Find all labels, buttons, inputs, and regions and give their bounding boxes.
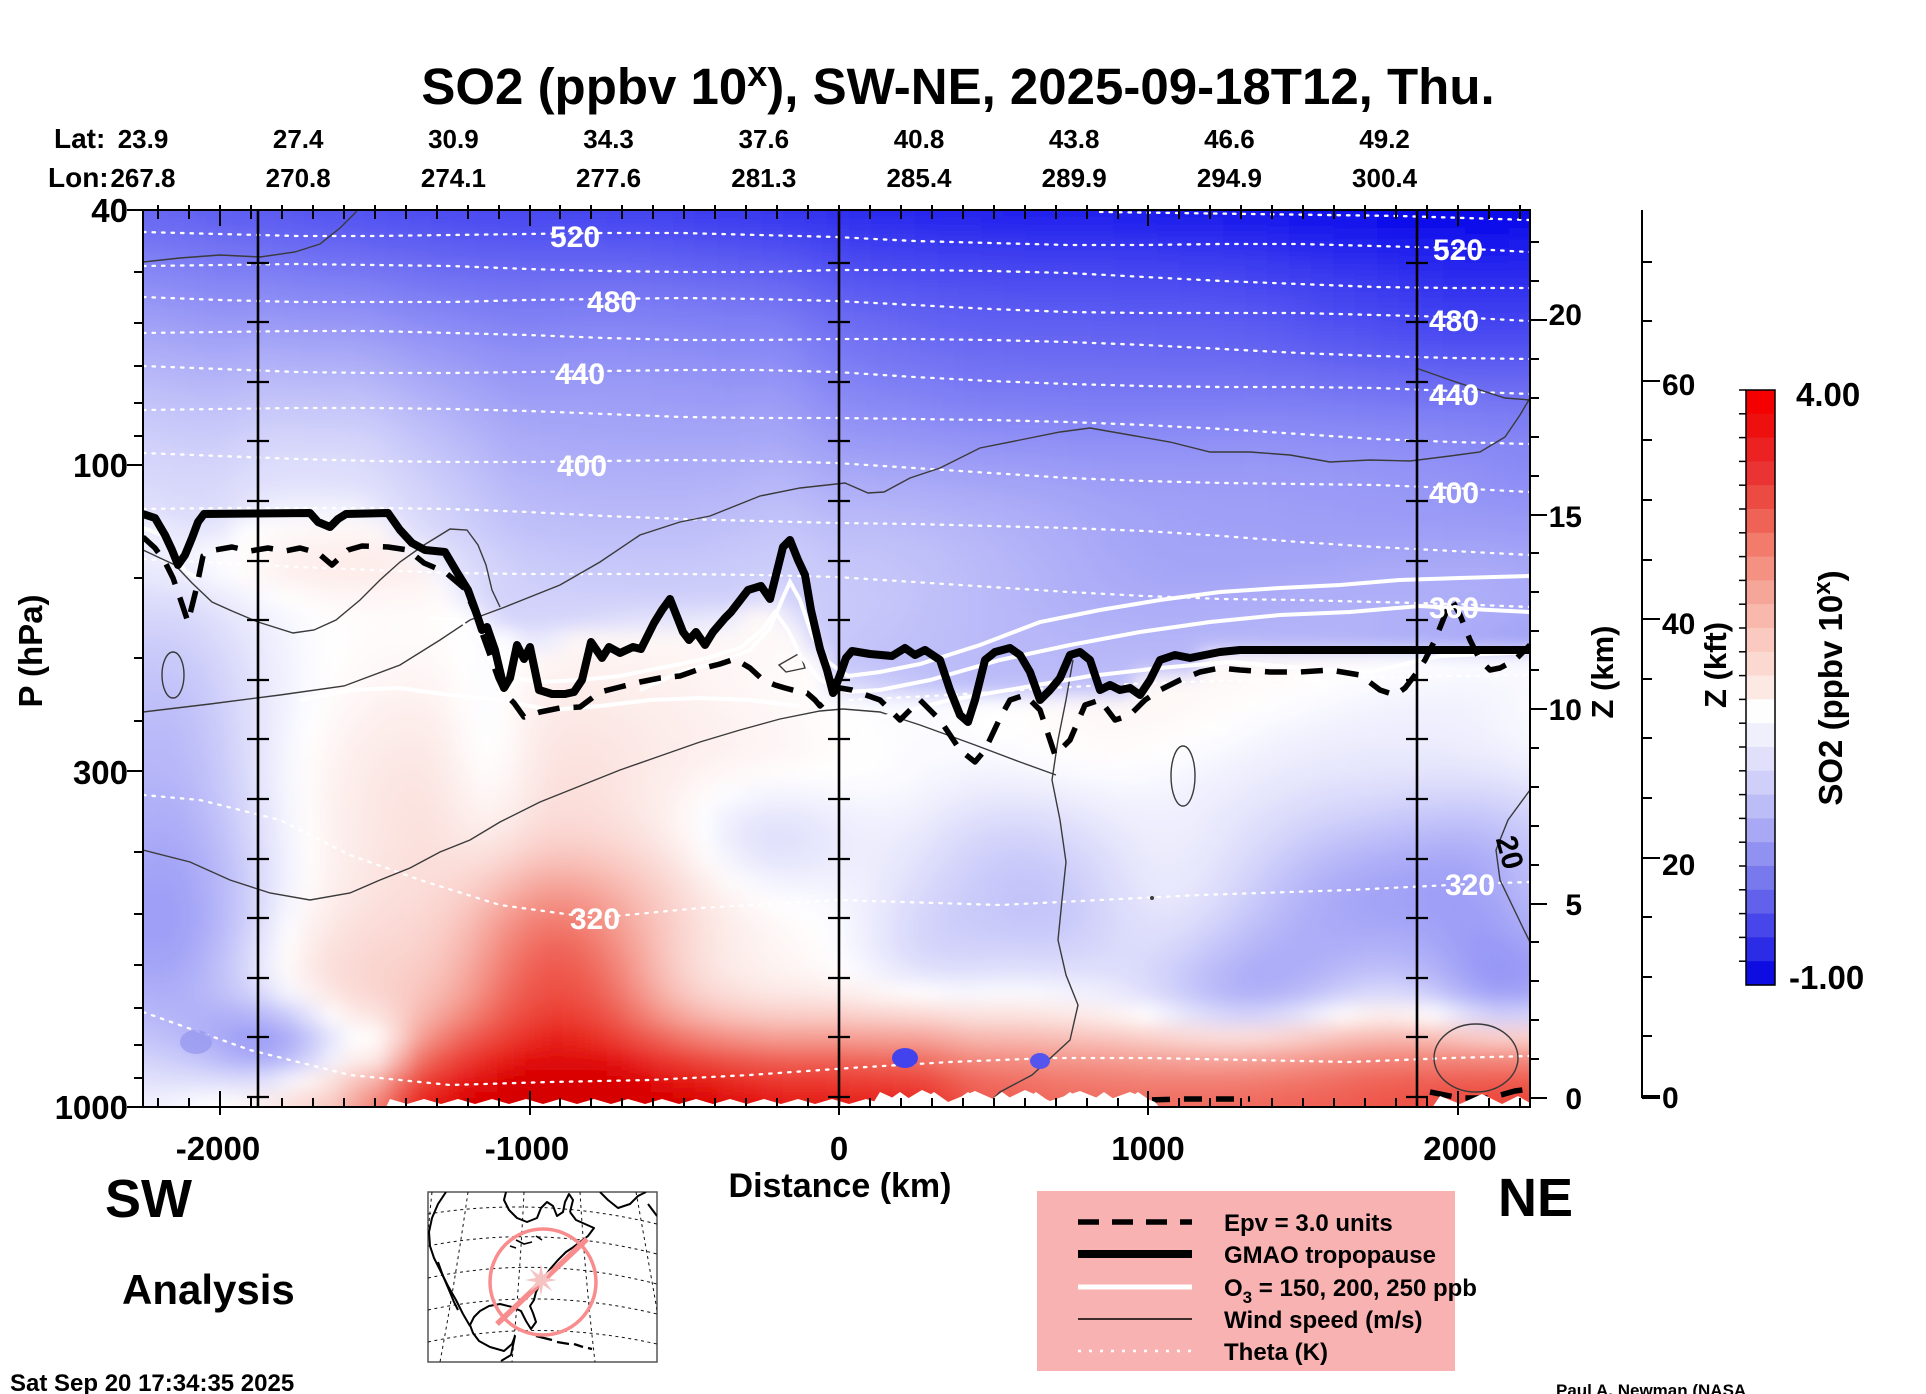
svg-text:O3 = 150, 200, 250 ppb: O3 = 150, 200, 250 ppb	[1224, 1275, 1477, 1307]
svg-text:277.6: 277.6	[576, 163, 641, 193]
svg-text:0: 0	[1565, 1083, 1582, 1116]
svg-text:Z (kft): Z (kft)	[1698, 622, 1733, 708]
svg-text:20: 20	[1662, 849, 1695, 882]
svg-text:300.4: 300.4	[1352, 163, 1418, 193]
svg-text:400: 400	[557, 450, 607, 483]
svg-text:40: 40	[1662, 608, 1695, 641]
svg-text:40: 40	[91, 192, 128, 229]
svg-text:360: 360	[1429, 592, 1479, 625]
svg-text:267.8: 267.8	[110, 163, 175, 193]
svg-text:285.4: 285.4	[886, 163, 952, 193]
svg-text:SW: SW	[105, 1169, 192, 1229]
svg-text:30.9: 30.9	[428, 124, 479, 154]
svg-text:281.3: 281.3	[731, 163, 796, 193]
svg-text:270.8: 270.8	[266, 163, 331, 193]
svg-text:SO2 (ppbv 10x): SO2 (ppbv 10x)	[1809, 570, 1849, 805]
svg-text:10: 10	[1549, 694, 1582, 727]
svg-text:2000: 2000	[1423, 1130, 1496, 1167]
svg-text:520: 520	[550, 221, 600, 254]
svg-text:Theta (K): Theta (K)	[1224, 1339, 1328, 1366]
svg-text:294.9: 294.9	[1197, 163, 1262, 193]
svg-text:GMAO tropopause: GMAO tropopause	[1224, 1242, 1436, 1269]
svg-text:Lat:: Lat:	[54, 123, 105, 154]
svg-text:Lon:: Lon:	[48, 162, 109, 193]
svg-text:Z (km): Z (km)	[1585, 626, 1620, 719]
svg-text:37.6: 37.6	[738, 124, 789, 154]
svg-text:400: 400	[1429, 477, 1479, 510]
svg-text:Analysis: Analysis	[122, 1266, 295, 1313]
svg-text:300: 300	[73, 754, 128, 791]
svg-text:46.6: 46.6	[1204, 124, 1255, 154]
svg-text:0: 0	[1662, 1082, 1679, 1115]
svg-text:-1.00: -1.00	[1789, 959, 1864, 996]
svg-text:4.00: 4.00	[1796, 376, 1860, 413]
svg-text:1000: 1000	[1111, 1130, 1184, 1167]
svg-text:520: 520	[1433, 234, 1483, 267]
svg-text:Distance (km): Distance (km)	[729, 1167, 952, 1205]
svg-text:60: 60	[1662, 369, 1695, 402]
svg-text:289.9: 289.9	[1042, 163, 1107, 193]
svg-text:5: 5	[1565, 889, 1582, 922]
svg-text:40.8: 40.8	[894, 124, 945, 154]
svg-text:-2000: -2000	[176, 1130, 260, 1167]
svg-text:23.9: 23.9	[118, 124, 169, 154]
svg-text:Sat Sep 20 17:34:35 2025: Sat Sep 20 17:34:35 2025	[10, 1370, 294, 1394]
svg-text:34.3: 34.3	[583, 124, 634, 154]
svg-text:27.4: 27.4	[273, 124, 324, 154]
svg-text:20: 20	[1549, 299, 1582, 332]
svg-text:1000: 1000	[55, 1089, 128, 1126]
svg-text:0: 0	[830, 1130, 848, 1167]
svg-text:15: 15	[1549, 501, 1582, 534]
svg-text:480: 480	[587, 286, 637, 319]
svg-text:Paul A. Newman (NASA: Paul A. Newman (NASA	[1556, 1381, 1746, 1394]
svg-text:320: 320	[1445, 869, 1495, 902]
svg-text:Epv = 3.0 units: Epv = 3.0 units	[1224, 1210, 1393, 1237]
svg-text:SO2 (ppbv 10x), SW-NE, 2025-09: SO2 (ppbv 10x), SW-NE, 2025-09-18T12, Th…	[421, 53, 1494, 115]
svg-text:P (hPa): P (hPa)	[12, 594, 49, 707]
svg-text:Wind speed (m/s): Wind speed (m/s)	[1224, 1307, 1422, 1334]
svg-text:320: 320	[570, 903, 620, 936]
svg-text:274.1: 274.1	[421, 163, 486, 193]
svg-text:440: 440	[1429, 379, 1479, 412]
svg-text:43.8: 43.8	[1049, 124, 1100, 154]
svg-text:-1000: -1000	[485, 1130, 569, 1167]
svg-text:NE: NE	[1498, 1168, 1573, 1228]
svg-text:49.2: 49.2	[1359, 124, 1410, 154]
svg-text:480: 480	[1429, 305, 1479, 338]
svg-text:440: 440	[555, 358, 605, 391]
svg-text:100: 100	[73, 447, 128, 484]
